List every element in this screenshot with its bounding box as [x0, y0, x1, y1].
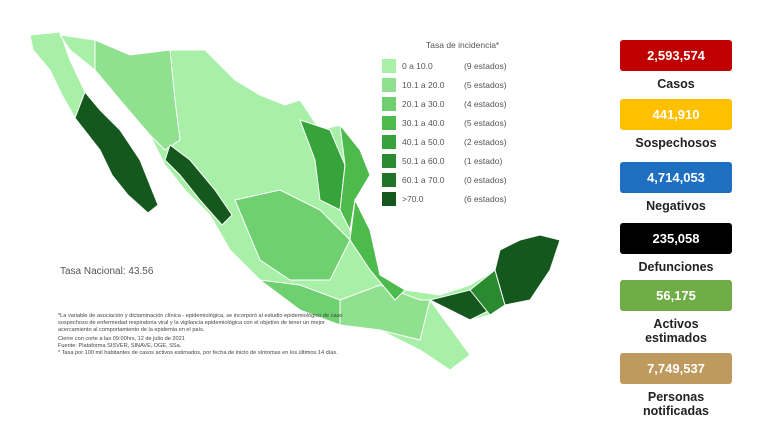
central	[234, 189, 351, 281]
stat-label: Sospechosos	[635, 136, 717, 150]
legend-row: 20.1 a 30.0 (4 estados)	[382, 94, 507, 113]
legend-row: 10.1 a 20.0 (5 estados)	[382, 75, 507, 94]
footnote: Fuente: Plataforma SISVER, SINAVE, DGE, …	[58, 343, 182, 349]
footnotes: *La variable de asociación y dictaminaci…	[58, 313, 348, 357]
stat-label: Casos	[657, 77, 695, 91]
legend-swatch	[382, 172, 396, 187]
footnote: * Tasa por 100 mil habitantes de casos a…	[58, 350, 338, 356]
legend-range: 50.1 a 60.0	[402, 155, 445, 166]
legend-count: (9 estados)	[464, 60, 507, 71]
legend-title: Tasa de incidencia*	[426, 40, 500, 50]
legend-swatch	[382, 134, 396, 149]
legend-range: 20.1 a 30.0	[402, 98, 445, 109]
stat-value: 4,714,053	[620, 162, 732, 193]
legend-count: (5 estados)	[464, 79, 507, 90]
veracruz	[349, 198, 406, 301]
stats: 2,593,574 Casos 441,910 Sospechosos 4,714,05…	[620, 40, 732, 418]
yucatan	[494, 234, 561, 306]
legend-range: 10.1 a 20.0	[402, 79, 445, 90]
legend: Tasa de incidencia* 0 a 10.0 (9 estados) 10…	[382, 40, 507, 208]
legend-row: 30.1 a 40.0 (5 estados)	[382, 113, 507, 132]
legend-swatch	[382, 153, 396, 168]
stat-value: 56,175	[620, 280, 732, 311]
legend-row: 0 a 10.0 (9 estados)	[382, 56, 507, 75]
legend-range: 30.1 a 40.0	[402, 117, 445, 128]
stat-label: Activos estimados	[645, 317, 707, 345]
sonora	[94, 39, 181, 151]
legend-range: >70.0	[402, 193, 424, 204]
baja-california-sur	[74, 91, 159, 214]
tamaulipas	[339, 123, 371, 232]
footnote: *La variable de asociación y dictaminaci…	[58, 313, 343, 333]
footnote: Cierre con corte a las 09:00hrs, 12 de j…	[58, 336, 185, 342]
stat-value: 2,593,574	[620, 40, 732, 71]
stat-value: 441,910	[620, 99, 732, 130]
legend-row: 60.1 a 70.0 (0 estados)	[382, 170, 507, 189]
legend-range: 60.1 a 70.0	[402, 174, 445, 185]
legend-swatch	[382, 58, 396, 73]
legend-range: 0 a 10.0	[402, 60, 433, 71]
legend-count: (2 estados)	[464, 136, 507, 147]
legend-swatch	[382, 77, 396, 92]
legend-count: (4 estados)	[464, 98, 507, 109]
sinaloa	[164, 144, 233, 226]
legend-count: (0 estados)	[464, 174, 507, 185]
stat-value: 235,058	[620, 223, 732, 254]
stat-label: Personas notificadas	[643, 390, 709, 418]
legend-row: >70.0 (6 estados)	[382, 189, 507, 208]
legend-swatch	[382, 115, 396, 130]
stat-label: Negativos	[646, 199, 706, 213]
legend-row: 40.1 a 50.0 (2 estados)	[382, 132, 507, 151]
stat-value: 7,749,537	[620, 353, 732, 384]
legend-swatch	[382, 191, 396, 206]
legend-count: (6 estados)	[464, 193, 507, 204]
legend-range: 40.1 a 50.0	[402, 136, 445, 147]
legend-count: (1 estado)	[464, 155, 503, 166]
legend-swatch	[382, 96, 396, 111]
legend-count: (5 estados)	[464, 117, 507, 128]
stat-label: Defunciones	[638, 260, 714, 274]
national-rate: Tasa Nacional: 43.56	[60, 266, 154, 277]
map	[29, 31, 561, 371]
legend-row: 50.1 a 60.0 (1 estado)	[382, 151, 507, 170]
